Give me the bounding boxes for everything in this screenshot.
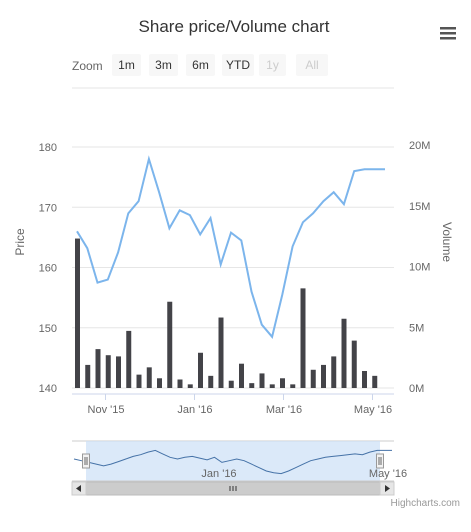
volume-bar bbox=[351, 340, 357, 388]
zoom-button-label: 1m bbox=[118, 58, 135, 72]
volume-bar bbox=[239, 363, 244, 388]
volume-bar bbox=[249, 383, 255, 388]
right-tick-label: 20M bbox=[409, 140, 430, 152]
right-tick-label: 15M bbox=[409, 201, 430, 213]
right-tick-label: 0M bbox=[409, 383, 424, 395]
left-axis-title: Price bbox=[13, 228, 27, 256]
price-series-line bbox=[76, 155, 385, 339]
scrollbar-right-arrow-icon[interactable] bbox=[379, 481, 395, 496]
volume-bar bbox=[126, 330, 132, 388]
volume-bar bbox=[157, 378, 162, 388]
left-tick-label: 150 bbox=[39, 323, 57, 335]
navigator-right-handle[interactable] bbox=[376, 453, 384, 469]
left-tick-label: 160 bbox=[39, 263, 57, 275]
chart-title: Share price/Volume chart bbox=[139, 17, 330, 36]
zoom-buttons: 1m 3m 6m YTD 1y All bbox=[112, 54, 328, 76]
right-tick-label: 5M bbox=[409, 322, 424, 334]
volume-bar bbox=[198, 352, 203, 388]
volume-bar bbox=[331, 356, 337, 388]
left-tick-label: 170 bbox=[39, 202, 57, 214]
left-axis-ticks: 140 150 160 170 180 bbox=[39, 142, 57, 395]
volume-bar bbox=[136, 374, 142, 388]
volume-bar bbox=[280, 378, 285, 388]
volume-bar bbox=[228, 380, 234, 388]
x-tick-label: Mar '16 bbox=[266, 404, 302, 416]
zoom-button-1m[interactable]: 1m bbox=[112, 54, 141, 76]
grid bbox=[72, 87, 394, 395]
volume-bar bbox=[259, 373, 265, 388]
scrollbar-left-arrow-icon[interactable] bbox=[71, 481, 87, 496]
navigator-series-line bbox=[73, 449, 392, 475]
navigator-selected-range[interactable] bbox=[86, 441, 380, 481]
zoom-label: Zoom bbox=[72, 59, 103, 73]
volume-bar bbox=[167, 301, 173, 388]
export-menu-icon[interactable] bbox=[436, 20, 460, 44]
volume-bar bbox=[146, 367, 152, 388]
zoom-button-ytd[interactable]: YTD bbox=[222, 54, 254, 76]
zoom-button-6m[interactable]: 6m bbox=[186, 54, 215, 76]
credits-link[interactable]: Highcharts.com bbox=[391, 498, 460, 509]
volume-bar bbox=[95, 349, 101, 388]
x-tick-label: Nov '15 bbox=[88, 404, 125, 416]
volume-bar bbox=[341, 318, 347, 388]
zoom-button-label: 1y bbox=[266, 58, 279, 72]
left-tick-label: 140 bbox=[39, 383, 57, 395]
volume-bar bbox=[269, 384, 275, 388]
volume-bar bbox=[372, 375, 378, 388]
volume-bar bbox=[218, 317, 224, 388]
volume-bar bbox=[310, 369, 316, 388]
right-axis-title: Volume bbox=[440, 222, 454, 262]
volume-bar bbox=[75, 238, 80, 388]
right-tick-label: 10M bbox=[409, 262, 430, 274]
volume-bar bbox=[177, 379, 183, 388]
volume-bar bbox=[290, 384, 296, 388]
zoom-button-1y: 1y bbox=[259, 54, 286, 76]
scrollbar[interactable] bbox=[71, 481, 395, 496]
zoom-button-label: YTD bbox=[226, 58, 250, 72]
navigator-tick-label: Jan '16 bbox=[201, 468, 236, 480]
zoom-button-3m[interactable]: 3m bbox=[149, 54, 178, 76]
navigator-left-handle[interactable] bbox=[82, 453, 90, 469]
zoom-button-all: All bbox=[296, 54, 328, 76]
volume-bar bbox=[105, 355, 111, 388]
x-tick-label: Jan '16 bbox=[177, 404, 212, 416]
zoom-button-label: All bbox=[305, 58, 318, 72]
volume-bar bbox=[208, 375, 214, 388]
zoom-button-label: 3m bbox=[155, 58, 172, 72]
navigator[interactable]: Jan '16 May '16 bbox=[72, 440, 407, 482]
volume-bar bbox=[187, 384, 193, 388]
x-axis-ticks: Nov '15 Jan '16 Mar '16 May '16 bbox=[88, 394, 392, 416]
volume-bar bbox=[85, 364, 91, 388]
volume-bar bbox=[300, 288, 306, 388]
zoom-button-label: 6m bbox=[192, 58, 209, 72]
navigator-tick-label: May '16 bbox=[369, 468, 407, 480]
right-axis-ticks: 0M 5M 10M 15M 20M bbox=[409, 140, 430, 395]
volume-bar bbox=[116, 356, 121, 388]
x-tick-label: May '16 bbox=[354, 404, 392, 416]
volume-bar bbox=[321, 364, 326, 388]
left-tick-label: 180 bbox=[39, 142, 57, 154]
navigator-x-ticks: Jan '16 May '16 bbox=[201, 468, 407, 480]
volume-series bbox=[75, 238, 378, 388]
volume-bar bbox=[362, 370, 367, 388]
